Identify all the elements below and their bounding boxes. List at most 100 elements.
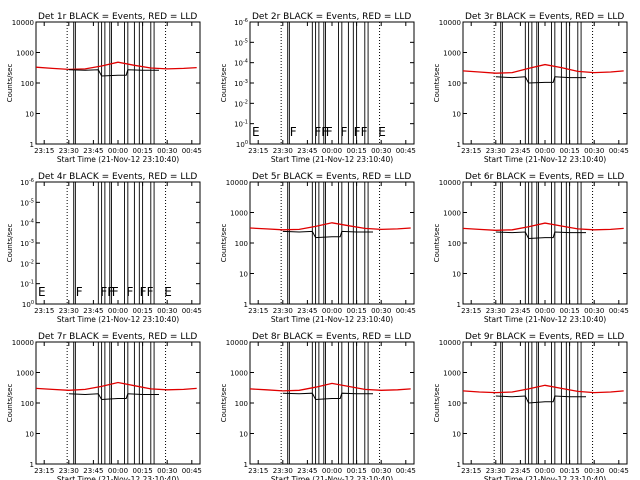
- x-tick-label: 23:15: [34, 467, 54, 475]
- x-tick-label: 00:15: [347, 147, 367, 155]
- y-tick-label: 1: [457, 461, 461, 469]
- y-tick-label: 1: [30, 141, 34, 149]
- x-tick-label: 23:15: [34, 147, 54, 155]
- x-tick-label: 00:00: [535, 307, 555, 315]
- x-tick-label: 00:45: [396, 467, 416, 475]
- y-tick-label: 100: [448, 80, 461, 88]
- x-tick-label: 23:15: [34, 307, 54, 315]
- x-axis-label: Start Time (21-Nov-12 23:10:40): [57, 475, 179, 480]
- x-tick-label: 00:15: [560, 467, 580, 475]
- x-tick-label: 23:15: [461, 307, 481, 315]
- y-axis-label: Counts/sec: [433, 224, 441, 263]
- y-tick-label: 1000: [230, 370, 248, 378]
- plot-frame: [35, 341, 201, 465]
- x-tick-label: 00:30: [157, 467, 177, 475]
- x-tick-label: 00:00: [108, 147, 128, 155]
- detector-panel-2: Det 2r BLACK = Events, RED = LLD 10-6 10-5…: [220, 12, 416, 164]
- x-tick-label: 00:45: [182, 307, 202, 315]
- x-tick-label: 23:30: [486, 307, 506, 315]
- y-tick-label: 10-4: [234, 59, 248, 68]
- series-line-lld: [462, 384, 624, 394]
- y-tick-label: 1: [244, 461, 248, 469]
- x-tick-label: 00:45: [396, 307, 416, 315]
- detector-panel-3: Det 3r BLACK = Events, RED = LLD 1 10 100 10…: [433, 12, 629, 164]
- series-line-lld: [35, 61, 197, 71]
- flag-letter: F: [341, 125, 348, 139]
- y-tick-label: 10-5: [234, 38, 248, 47]
- panel-title: Det 4r BLACK = Events, RED = LLD: [38, 172, 197, 182]
- x-axis-label: Start Time (21-Nov-12 23:10:40): [484, 155, 606, 164]
- detector-panel-7: Det 7r BLACK = Events, RED = LLD 1 10 100 10…: [6, 332, 202, 480]
- flag-letter: F: [76, 285, 83, 299]
- y-tick-label: 10-2: [20, 259, 34, 268]
- y-axis-label: Counts/sec: [220, 224, 228, 263]
- x-tick-label: 23:30: [59, 147, 79, 155]
- y-tick-label: 10: [239, 271, 248, 279]
- flag-letter: E: [38, 285, 46, 299]
- plot-frame: [35, 21, 201, 145]
- x-tick-label: 23:15: [461, 467, 481, 475]
- x-tick-label: 23:15: [461, 147, 481, 155]
- y-tick-label: 10-4: [20, 219, 34, 228]
- y-axis-label: Counts/sec: [6, 384, 14, 423]
- x-tick-label: 23:45: [83, 307, 103, 315]
- x-tick-label: 23:45: [510, 147, 530, 155]
- panel-title: Det 5r BLACK = Events, RED = LLD: [252, 172, 411, 182]
- x-axis-label: Start Time (21-Nov-12 23:10:40): [57, 155, 179, 164]
- y-tick-label: 10: [25, 431, 34, 439]
- detector-panel-8: Det 8r BLACK = Events, RED = LLD 1 10 100 10…: [220, 332, 416, 480]
- y-tick-label: 100: [21, 400, 34, 408]
- y-tick-label: 10: [452, 431, 461, 439]
- y-tick-label: 10000: [439, 339, 461, 347]
- x-tick-label: 23:30: [59, 307, 79, 315]
- panel-title: Det 9r BLACK = Events, RED = LLD: [465, 332, 624, 342]
- plot-frame: [249, 341, 415, 465]
- x-tick-label: 00:30: [584, 147, 604, 155]
- detector-panel-9: Det 9r BLACK = Events, RED = LLD 1 10 100 10…: [433, 332, 629, 480]
- y-tick-label: 1000: [16, 50, 34, 58]
- series-line-lld: [462, 63, 624, 74]
- x-tick-label: 00:00: [322, 307, 342, 315]
- x-tick-label: 00:45: [396, 147, 416, 155]
- panel-title: Det 8r BLACK = Events, RED = LLD: [252, 332, 411, 342]
- y-tick-label: 100: [236, 140, 248, 149]
- x-tick-label: 00:45: [182, 147, 202, 155]
- x-tick-label: 00:30: [584, 467, 604, 475]
- y-tick-label: 10000: [226, 179, 248, 187]
- x-tick-label: 00:00: [535, 147, 555, 155]
- x-tick-label: 23:45: [297, 147, 317, 155]
- flag-letter: FF: [100, 285, 114, 299]
- y-tick-label: 10-5: [20, 198, 34, 207]
- x-axis-label: Start Time (21-Nov-12 23:10:40): [484, 475, 606, 480]
- x-tick-label: 23:45: [510, 467, 530, 475]
- y-tick-label: 10000: [12, 339, 34, 347]
- y-tick-label: 10-3: [234, 79, 248, 88]
- y-tick-label: 100: [235, 400, 248, 408]
- y-tick-label: 10: [452, 271, 461, 279]
- x-tick-label: 00:15: [560, 147, 580, 155]
- y-tick-label: 10-2: [234, 99, 248, 108]
- x-tick-label: 23:45: [297, 307, 317, 315]
- x-tick-label: 00:30: [371, 467, 391, 475]
- series-line-events: [495, 395, 586, 404]
- x-axis-label: Start Time (21-Nov-12 23:10:40): [271, 315, 393, 324]
- x-tick-label: 00:30: [157, 147, 177, 155]
- x-tick-label: 23:30: [273, 307, 293, 315]
- x-tick-label: 00:15: [347, 467, 367, 475]
- y-tick-label: 10: [239, 431, 248, 439]
- y-tick-label: 1: [244, 301, 248, 309]
- x-tick-label: 00:30: [584, 307, 604, 315]
- x-axis-label: Start Time (21-Nov-12 23:10:40): [271, 155, 393, 164]
- detector-panel-5: Det 5r BLACK = Events, RED = LLD 1 10 100 10…: [220, 172, 416, 324]
- x-tick-label: 23:15: [248, 467, 268, 475]
- y-tick-label: 1000: [230, 210, 248, 218]
- y-tick-label: 10-1: [234, 120, 248, 129]
- x-tick-label: 00:30: [371, 307, 391, 315]
- x-tick-label: 00:45: [609, 147, 629, 155]
- series-line-lld: [249, 222, 411, 231]
- y-axis-label: Counts/sec: [433, 64, 441, 103]
- y-tick-label: 1000: [443, 50, 461, 58]
- flag-letter: FF: [354, 125, 368, 139]
- y-tick-label: 100: [448, 240, 461, 248]
